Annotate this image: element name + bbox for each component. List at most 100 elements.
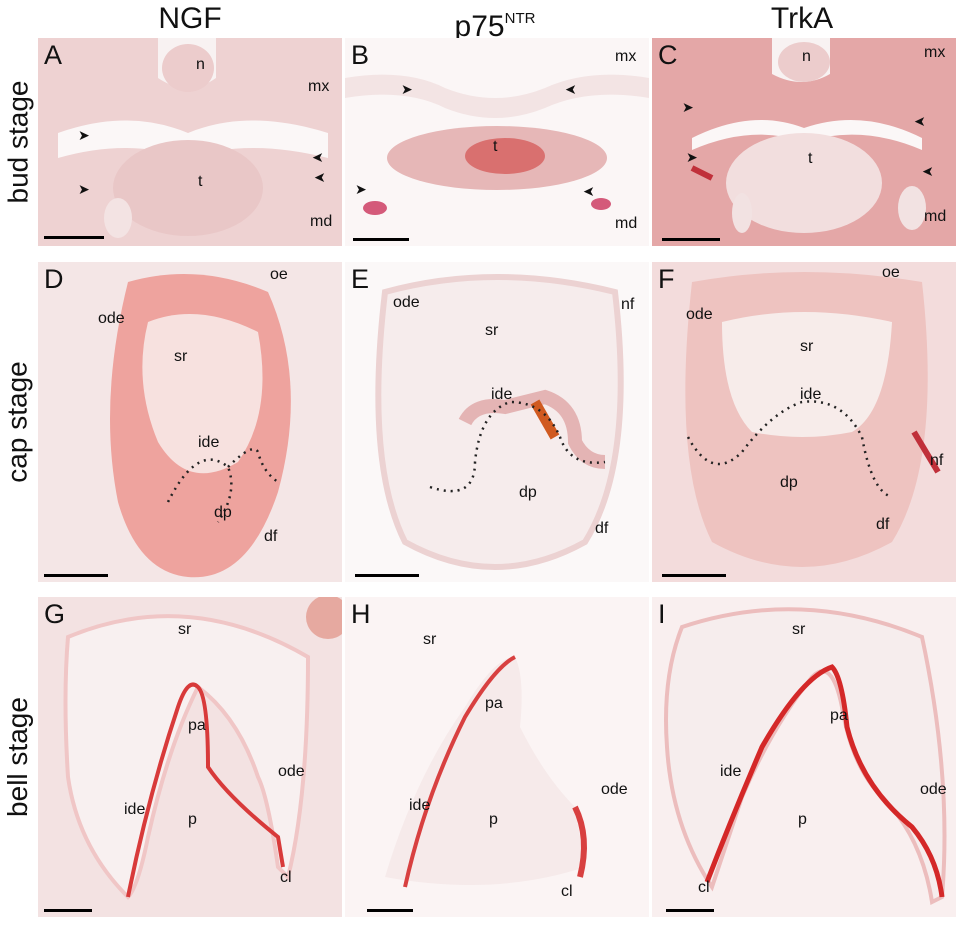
arrowhead-icon: ➤	[914, 113, 926, 129]
panel-a: A n mx t md ➤ ➤ ➤ ➤	[38, 38, 342, 246]
arrowhead-icon: ➤	[401, 81, 413, 97]
scale-bar	[355, 574, 419, 577]
row-label-cap-stage: cap stage	[2, 361, 34, 483]
label-pa: pa	[485, 695, 503, 712]
label-df: df	[595, 520, 609, 537]
label-pa: pa	[830, 707, 848, 724]
label-mx: mx	[308, 78, 330, 95]
label-ode: ode	[278, 763, 305, 780]
label-n: n	[196, 56, 205, 73]
label-nf: nf	[621, 296, 635, 313]
panel-letter: C	[658, 40, 678, 70]
arrowhead-icon: ➤	[78, 127, 90, 143]
arrowhead-icon: ➤	[314, 169, 326, 185]
panel-e-micrograph	[345, 262, 649, 582]
panel-a-micrograph	[38, 38, 342, 246]
scale-bar	[44, 909, 92, 912]
label-nf: nf	[930, 452, 944, 469]
panel-i-micrograph	[652, 597, 956, 917]
panel-b: B mx t md ➤ ➤ ➤ ➤	[345, 38, 649, 246]
label-cl: cl	[698, 879, 710, 896]
label-cl: cl	[561, 883, 573, 900]
label-dp: dp	[780, 474, 798, 491]
label-ide: ide	[409, 797, 431, 814]
label-ide: ide	[720, 763, 742, 780]
panel-e: E ode nf sr ide dp df	[345, 262, 649, 582]
column-header-ngf: NGF	[158, 2, 222, 35]
panel-letter: D	[44, 264, 64, 294]
label-ide: ide	[491, 386, 513, 403]
label-cl: cl	[280, 869, 292, 886]
label-oe: oe	[270, 266, 288, 283]
label-sr: sr	[174, 348, 188, 365]
label-ide: ide	[198, 434, 220, 451]
panel-letter: A	[44, 40, 63, 70]
scale-bar	[367, 909, 413, 912]
label-p: p	[188, 811, 197, 828]
label-ode: ode	[601, 781, 628, 798]
panel-c: C n mx t md ➤ ➤ ➤ ➤	[652, 38, 956, 246]
label-mx: mx	[924, 44, 946, 61]
label-ode: ode	[686, 306, 713, 323]
scale-bar	[662, 238, 720, 241]
label-sr: sr	[423, 631, 437, 648]
label-ide: ide	[124, 801, 146, 818]
label-md: md	[310, 213, 333, 230]
panel-letter: F	[658, 264, 675, 294]
arrowhead-icon: ➤	[565, 81, 577, 97]
label-t: t	[198, 173, 203, 190]
scale-bar	[353, 238, 409, 241]
panel-b-micrograph	[345, 38, 649, 246]
panel-d-micrograph	[38, 262, 342, 582]
arrowhead-icon: ➤	[682, 99, 694, 115]
label-df: df	[876, 516, 890, 533]
panel-g: G sr pa ode ide p cl	[38, 597, 342, 917]
panel-f: F oe ode sr ide dp nf df	[652, 262, 956, 582]
label-sr: sr	[178, 621, 192, 638]
label-sr: sr	[792, 621, 806, 638]
label-md: md	[615, 215, 638, 232]
panel-f-micrograph	[652, 262, 956, 582]
label-p: p	[798, 811, 807, 828]
scale-bar	[44, 574, 108, 577]
panel-c-micrograph	[652, 38, 956, 246]
label-n: n	[802, 48, 811, 65]
panel-letter: I	[658, 599, 666, 629]
panel-g-micrograph	[38, 597, 342, 917]
arrowhead-icon: ➤	[78, 181, 90, 197]
scale-bar	[662, 574, 726, 577]
scale-bar	[666, 909, 714, 912]
label-p: p	[489, 811, 498, 828]
arrowhead-icon: ➤	[312, 149, 324, 165]
arrowhead-icon: ➤	[922, 163, 934, 179]
label-ode: ode	[393, 294, 420, 311]
row-label-bud-stage: bud stage	[2, 80, 33, 204]
label-dp: dp	[519, 484, 537, 501]
label-pa: pa	[188, 717, 206, 734]
panel-letter: G	[44, 599, 66, 629]
panel-letter: B	[351, 40, 370, 70]
label-ide: ide	[800, 386, 822, 403]
panel-h-micrograph	[345, 597, 649, 917]
label-sr: sr	[800, 338, 814, 355]
label-oe: oe	[882, 264, 900, 281]
label-dp: dp	[214, 504, 232, 521]
panel-letter: E	[351, 264, 370, 294]
column-header-p75ntr: p75NTR	[454, 10, 536, 43]
arrowhead-icon: ➤	[686, 149, 698, 165]
arrowhead-icon: ➤	[355, 181, 367, 197]
label-t: t	[493, 138, 498, 155]
row-label-bell-stage: bell stage	[2, 697, 33, 817]
panel-letter: H	[351, 599, 371, 629]
scale-bar	[44, 236, 104, 239]
panel-i: I sr pa ide ode p cl	[652, 597, 956, 917]
label-df: df	[264, 528, 278, 545]
label-md: md	[924, 208, 947, 225]
label-ode: ode	[98, 310, 125, 327]
panel-h: H sr pa ode ide p cl	[345, 597, 649, 917]
label-t: t	[808, 150, 813, 167]
label-mx: mx	[615, 48, 637, 65]
label-ode: ode	[920, 781, 947, 798]
arrowhead-icon: ➤	[583, 183, 595, 199]
label-sr: sr	[485, 322, 499, 339]
